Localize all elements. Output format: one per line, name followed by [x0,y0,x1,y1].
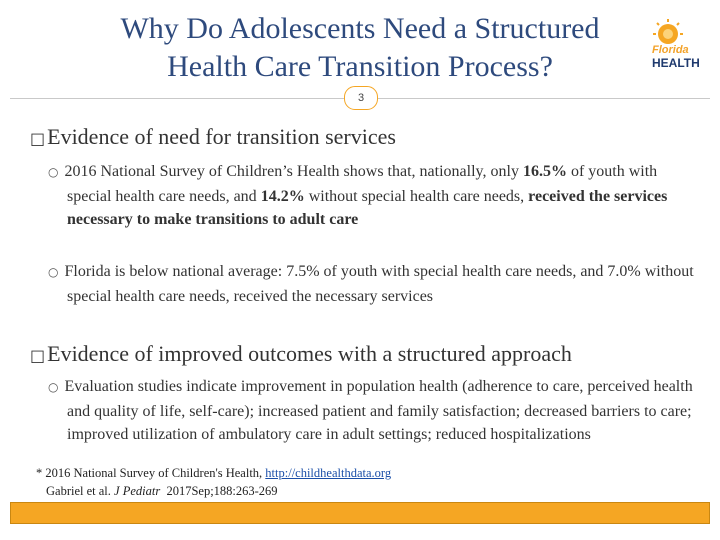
footnote-line-2: Gabriel et al. J Pediatr 2017Sep;188:263… [36,482,391,500]
childhealthdata-link[interactable]: http://childhealthdata.org [265,466,392,480]
bullet-outcomes: □Evidence of improved outcomes with a st… [30,340,572,370]
circle-bullet-icon: ○ [48,165,59,179]
bullet-outcomes-heading: Evidence of improved outcomes with a str… [47,341,572,366]
national-pct-special: 16.5% [522,163,567,180]
florida-health-logo: Florida HEALTH [650,18,706,74]
logo-florida-text: Florida [652,44,689,56]
circle-bullet-icon: ○ [48,265,59,279]
florida-text: Florida is below national average: 7.5% … [64,263,694,305]
bullet-need-heading: Evidence of need for transition services [47,124,396,149]
circle-bullet-icon: ○ [48,380,59,394]
footnote-survey-text: * 2016 National Survey of Children's Hea… [36,466,266,480]
national-text-bold: received the services necessary to make … [67,187,668,229]
bullet-need: □Evidence of need for transition service… [30,123,396,153]
title-line-1: Why Do Adolescents Need a Structured [120,12,600,45]
square-bullet-icon: □ [30,346,46,365]
sub-bullet-evaluation: ○ Evaluation studies indicate improvement… [48,375,697,447]
square-bullet-icon: □ [30,129,46,148]
national-text-1: 2016 National Survey of Children’s Healt… [64,163,523,180]
sub-bullet-national-survey: ○ 2016 National Survey of Children’s Heal… [48,160,697,232]
footer-accent-bar [10,502,710,524]
footnote-author: Gabriel et al. [46,484,115,498]
national-pct-without: 14.2% [260,187,305,205]
footnote-citation: 2017Sep;188:263-269 [160,484,278,498]
sun-icon [653,19,683,44]
footnote: * 2016 National Survey of Children's Hea… [36,464,391,500]
slide-number: 3 [344,86,378,110]
national-text-3: without special health care needs, [304,187,529,205]
sub-bullet-florida: ○ Florida is below national average: 7.5%… [48,260,697,308]
national-text-2: of youth with special health care needs,… [67,163,658,205]
logo-health-text: HEALTH [652,56,700,70]
slide-title: Why Do Adolescents Need a Structured Hea… [60,10,660,86]
evaluation-text: Evaluation studies indicate improvement … [64,378,693,443]
footnote-line-1: * 2016 National Survey of Children's Hea… [36,464,391,482]
footnote-journal: J Pediatr [114,484,161,498]
title-line-2: Health Care Transition Process? [167,50,553,83]
